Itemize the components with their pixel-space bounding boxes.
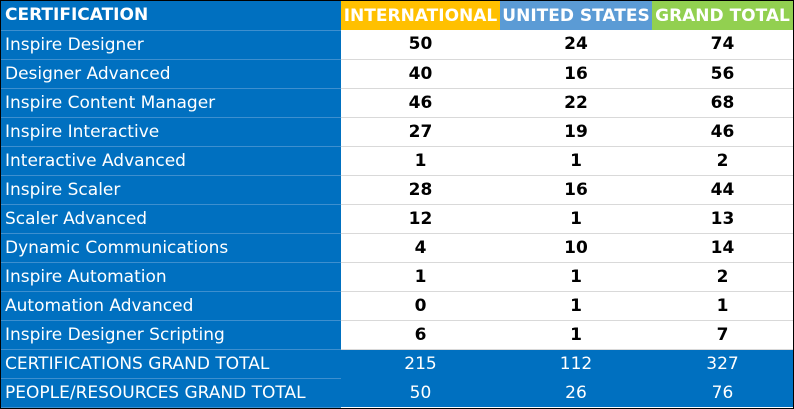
total-united-states: 112: [500, 348, 652, 378]
table-totals: CERTIFICATIONS GRAND TOTAL 215 112 327 PEOPL…: [1, 348, 793, 408]
united-states-value: 19: [500, 117, 652, 147]
grand-total-value: 74: [652, 30, 793, 60]
international-value: 12: [341, 204, 500, 234]
grand-total-value: 13: [652, 204, 793, 234]
united-states-value: 1: [500, 146, 652, 176]
row-label: Automation Advanced: [1, 291, 341, 321]
united-states-value: 10: [500, 233, 652, 263]
table-row: Inspire Designer 50 24 74: [1, 30, 793, 60]
table-row: Inspire Interactive 27 19 46: [1, 117, 793, 147]
grand-total-value: 14: [652, 233, 793, 263]
table-row: Scaler Advanced 12 1 13: [1, 204, 793, 234]
total-international: 215: [341, 348, 500, 378]
united-states-value: 16: [500, 175, 652, 205]
total-label: CERTIFICATIONS GRAND TOTAL: [1, 349, 341, 379]
international-value: 1: [341, 262, 500, 292]
header-united-states: UNITED STATES: [500, 1, 652, 30]
header-grand-total: GRAND TOTAL: [652, 1, 793, 30]
united-states-value: 16: [500, 59, 652, 89]
row-label: Scaler Advanced: [1, 204, 341, 234]
grand-total-value: 56: [652, 59, 793, 89]
table-row: Inspire Designer Scripting 6 1 7: [1, 320, 793, 350]
row-label: Inspire Content Manager: [1, 88, 341, 118]
table-row: Interactive Advanced 1 1 2: [1, 146, 793, 176]
international-value: 46: [341, 88, 500, 118]
grand-total-value: 7: [652, 320, 793, 350]
table-row: Designer Advanced 40 16 56: [1, 59, 793, 89]
grand-total-value: 1: [652, 291, 793, 321]
table-body: Inspire Designer 50 24 74 Designer Advanced 4…: [1, 30, 793, 350]
total-international: 50: [341, 377, 500, 407]
total-label: PEOPLE/RESOURCES GRAND TOTAL: [1, 378, 341, 408]
table-row: Inspire Automation 1 1 2: [1, 262, 793, 292]
international-value: 0: [341, 291, 500, 321]
table-row: Inspire Content Manager 46 22 68: [1, 88, 793, 118]
row-label: Dynamic Communications: [1, 233, 341, 263]
united-states-value: 22: [500, 88, 652, 118]
grand-total-value: 44: [652, 175, 793, 205]
grand-total-value: 2: [652, 146, 793, 176]
total-united-states: 26: [500, 377, 652, 407]
table-row: Dynamic Communications 4 10 14: [1, 233, 793, 263]
row-label: Designer Advanced: [1, 59, 341, 89]
total-row: PEOPLE/RESOURCES GRAND TOTAL 50 26 76: [1, 377, 793, 408]
united-states-value: 24: [500, 30, 652, 60]
international-value: 27: [341, 117, 500, 147]
total-grand-total: 327: [652, 348, 793, 378]
header-row: CERTIFICATION INTERNATIONAL UNITED STATE…: [1, 1, 793, 31]
row-label: Inspire Automation: [1, 262, 341, 292]
grand-total-value: 2: [652, 262, 793, 292]
international-value: 4: [341, 233, 500, 263]
table-row: Automation Advanced 0 1 1: [1, 291, 793, 321]
header-international: INTERNATIONAL: [341, 1, 500, 30]
grand-total-value: 68: [652, 88, 793, 118]
grand-total-value: 46: [652, 117, 793, 147]
international-value: 50: [341, 30, 500, 60]
table-row: Inspire Scaler 28 16 44: [1, 175, 793, 205]
united-states-value: 1: [500, 262, 652, 292]
header-certification: CERTIFICATION: [1, 1, 341, 31]
row-label: Inspire Interactive: [1, 117, 341, 147]
row-label: Inspire Designer: [1, 30, 341, 60]
united-states-value: 1: [500, 291, 652, 321]
row-label: Inspire Scaler: [1, 175, 341, 205]
total-row: CERTIFICATIONS GRAND TOTAL 215 112 327: [1, 348, 793, 379]
international-value: 40: [341, 59, 500, 89]
united-states-value: 1: [500, 320, 652, 350]
international-value: 28: [341, 175, 500, 205]
united-states-value: 1: [500, 204, 652, 234]
row-label: Inspire Designer Scripting: [1, 320, 341, 350]
row-label: Interactive Advanced: [1, 146, 341, 176]
international-value: 1: [341, 146, 500, 176]
total-grand-total: 76: [652, 377, 793, 407]
international-value: 6: [341, 320, 500, 350]
